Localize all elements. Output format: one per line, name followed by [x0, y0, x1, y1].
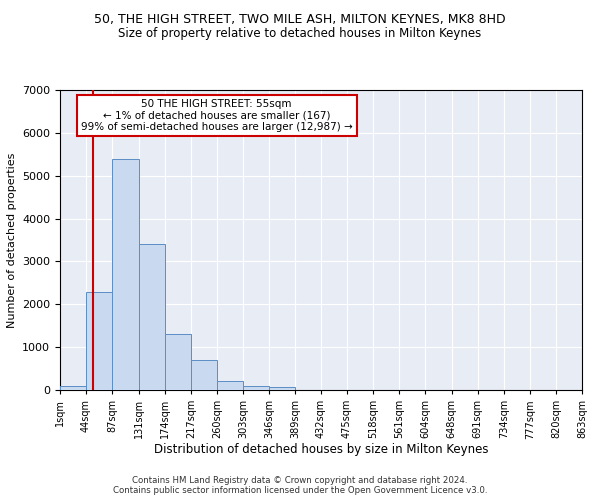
- Text: Distribution of detached houses by size in Milton Keynes: Distribution of detached houses by size …: [154, 442, 488, 456]
- Text: Size of property relative to detached houses in Milton Keynes: Size of property relative to detached ho…: [118, 28, 482, 40]
- Bar: [60, 386, 86, 390]
- Bar: [217, 382, 243, 390]
- Bar: [165, 334, 191, 390]
- Y-axis label: Number of detached properties: Number of detached properties: [7, 152, 17, 328]
- Bar: [243, 386, 269, 390]
- Bar: [269, 387, 295, 390]
- Text: 50, THE HIGH STREET, TWO MILE ASH, MILTON KEYNES, MK8 8HD: 50, THE HIGH STREET, TWO MILE ASH, MILTO…: [94, 12, 506, 26]
- Text: 50 THE HIGH STREET: 55sqm
← 1% of detached houses are smaller (167)
99% of semi-: 50 THE HIGH STREET: 55sqm ← 1% of detach…: [81, 99, 352, 132]
- Bar: [86, 292, 112, 390]
- Text: Contains HM Land Registry data © Crown copyright and database right 2024.
Contai: Contains HM Land Registry data © Crown c…: [113, 476, 487, 495]
- Bar: [112, 158, 139, 390]
- Bar: [139, 244, 165, 390]
- Bar: [191, 360, 217, 390]
